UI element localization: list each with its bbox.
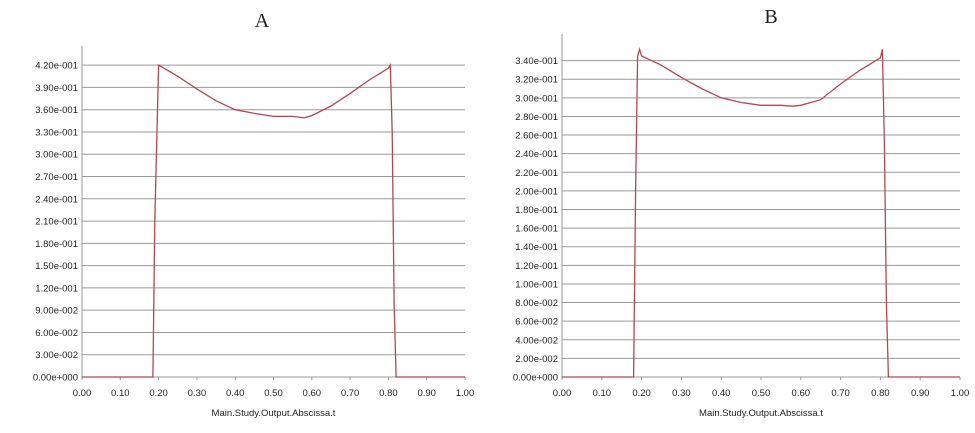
y-tick-label-a: 6.00e-002: [35, 328, 78, 339]
x-tick-label-a: 0.50: [264, 388, 283, 399]
y-tick-label-a: 3.00e-002: [35, 350, 78, 361]
x-tick-label-a: 0.30: [188, 388, 207, 399]
y-tick-label-b: 1.80e-001: [515, 205, 558, 216]
y-tick-label-a: 1.50e-001: [35, 261, 78, 272]
x-tick-label-a: 0.40: [226, 388, 245, 399]
x-tick-label-b: 0.00: [553, 388, 572, 399]
x-tick-label-b: 0.50: [752, 388, 771, 399]
x-tick-label-b: 0.80: [871, 388, 890, 399]
chart-title-a: A: [255, 10, 270, 32]
y-tick-label-b: 8.00e-002: [515, 298, 558, 309]
y-tick-label-a: 3.90e-001: [35, 83, 78, 94]
x-tick-label-b: 0.10: [593, 388, 612, 399]
y-tick-label-b: 2.00e-001: [515, 186, 558, 197]
y-tick-label-b: 2.80e-001: [515, 112, 558, 123]
y-tick-label-a: 9.00e-002: [35, 306, 78, 317]
series-line-a: [82, 62, 465, 378]
y-tick-label-b: 3.20e-001: [515, 75, 558, 86]
y-tick-label-a: 3.00e-001: [35, 150, 78, 161]
y-tick-label-b: 1.20e-001: [515, 261, 558, 272]
y-tick-label-a: 1.80e-001: [35, 239, 78, 250]
y-tick-label-a: 3.30e-001: [35, 127, 78, 138]
y-tick-label-a: 2.40e-001: [35, 194, 78, 205]
y-tick-label-b: 4.00e-002: [515, 335, 558, 346]
y-tick-label-b: 2.20e-001: [515, 168, 558, 179]
y-tick-label-b: 0.00e+000: [513, 373, 558, 384]
chart-panel-a: A 0.00e+000 3.00e-002 6.00e-002 9.00e-002 1.2…: [33, 10, 474, 419]
chart-panel-b: B 0.00e+000 2.00e-002 4.00e-002 6.00e-002 8.0…: [513, 6, 969, 419]
x-tick-label-a: 0.70: [341, 388, 360, 399]
series-line-b: [562, 47, 960, 378]
y-tick-label-b: 3.00e-001: [515, 93, 558, 104]
x-tick-label-b: 0.40: [712, 388, 731, 399]
y-tick-label-a: 0.00e+000: [33, 373, 78, 384]
x-axis-label-b: Main.Study.Output.Abscissa.t: [699, 408, 823, 419]
x-tick-label-b: 0.70: [831, 388, 850, 399]
x-tick-label-a: 0.80: [379, 388, 398, 399]
x-tick-label-a: 0.90: [417, 388, 436, 399]
y-tick-label-b: 1.00e-001: [515, 279, 558, 290]
x-tick-label-a: 1.00: [456, 388, 475, 399]
x-tick-label-a: 0.10: [111, 388, 130, 399]
y-tick-label-b: 6.00e-002: [515, 317, 558, 328]
y-tick-label-b: 1.40e-001: [515, 242, 558, 253]
x-tick-label-b: 0.20: [632, 388, 651, 399]
x-tick-label-a: 0.20: [149, 388, 168, 399]
x-tick-label-a: 0.00: [73, 388, 92, 399]
x-tick-label-a: 0.60: [303, 388, 322, 399]
y-tick-label-b: 2.40e-001: [515, 149, 558, 160]
y-tick-label-a: 4.20e-001: [35, 61, 78, 72]
x-axis-label-a: Main.Study.Output.Abscissa.t: [212, 408, 336, 419]
chart-title-b: B: [764, 6, 777, 28]
y-tick-label-b: 2.60e-001: [515, 131, 558, 142]
y-tick-label-a: 3.60e-001: [35, 105, 78, 116]
x-tick-label-b: 1.00: [951, 388, 970, 399]
y-tick-label-b: 1.60e-001: [515, 224, 558, 235]
y-tick-label-a: 2.10e-001: [35, 217, 78, 228]
y-tick-label-a: 2.70e-001: [35, 172, 78, 183]
x-tick-label-b: 0.90: [911, 388, 930, 399]
y-tick-label-a: 1.20e-001: [35, 283, 78, 294]
y-tick-label-b: 2.00e-002: [515, 354, 558, 365]
y-tick-label-b: 3.40e-001: [515, 56, 558, 67]
x-tick-label-b: 0.30: [672, 388, 691, 399]
x-tick-label-b: 0.60: [792, 388, 811, 399]
